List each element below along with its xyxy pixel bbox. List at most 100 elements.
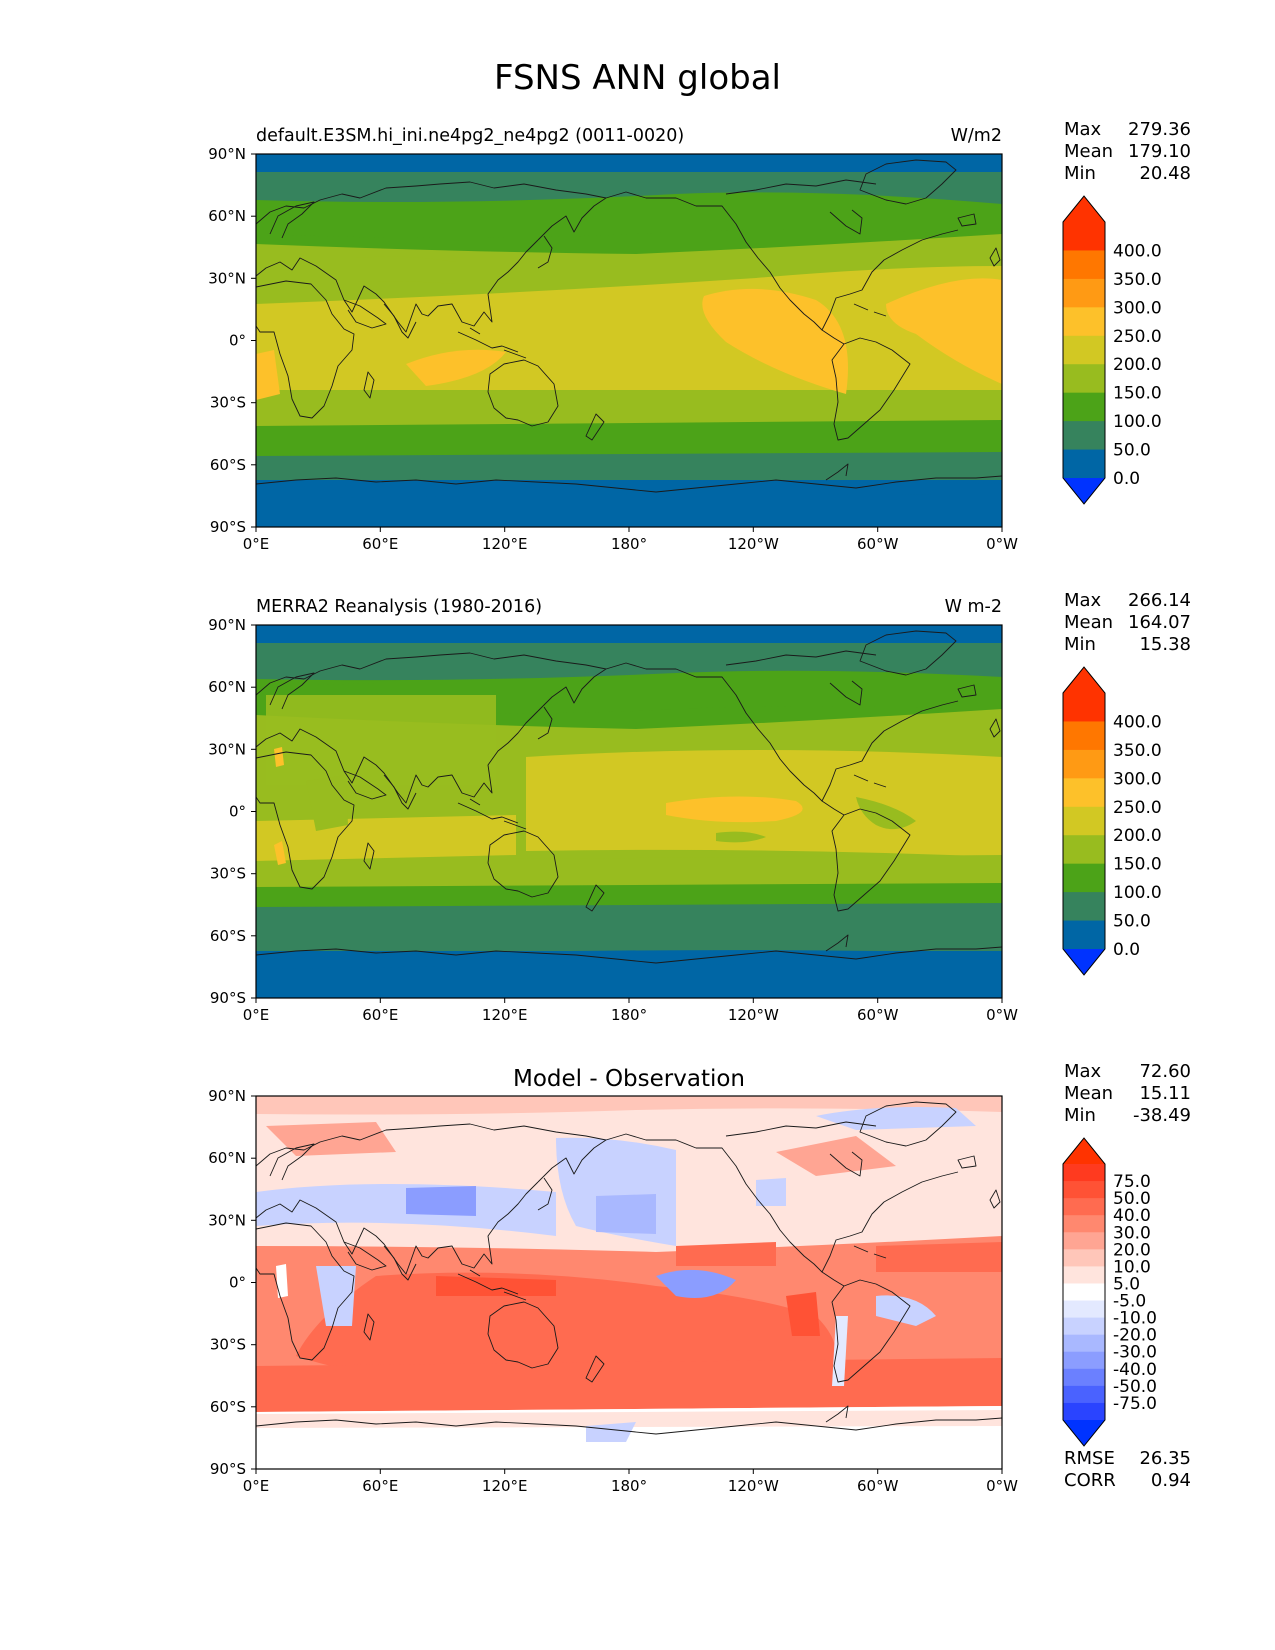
colorbar-swatch: [1063, 749, 1105, 779]
stat-value: 20.48: [1139, 163, 1191, 184]
colorbar-swatch: [1063, 1215, 1105, 1233]
lat-tick: 90°S: [210, 1460, 256, 1478]
stat-value: 15.11: [1139, 1083, 1191, 1104]
svg-text:90°N: 90°N: [208, 145, 246, 163]
svg-text:60°E: 60°E: [362, 1477, 398, 1495]
colorbar-swatch: [1063, 222, 1105, 251]
colorbar-tick-label: 250.0: [1113, 798, 1162, 818]
colorbar-tick-label: 150.0: [1113, 384, 1162, 404]
lon-tick: 0°E: [243, 527, 269, 553]
colorbar-test: 400.0 350.0 300.0 250.0 200.0 150.0 100.0 50.0 0…: [1062, 195, 1162, 505]
colorbar-tick-label: 50.0: [1113, 441, 1151, 461]
lon-tick: 120°E: [482, 998, 528, 1024]
colorbar-swatch: [1063, 307, 1105, 337]
colorbar-tick-label: -20.0: [1113, 1326, 1157, 1346]
colorbar-tick-label: 30.0: [1113, 1223, 1151, 1243]
stat-value: 266.14: [1128, 590, 1191, 611]
colorbar-tick-label: 200.0: [1113, 826, 1162, 846]
lat-axis: 90°N 60°N 30°N 0° 30°S 60°S 90°S: [208, 616, 256, 1007]
svg-text:60°S: 60°S: [210, 456, 246, 474]
svg-text:0°W: 0°W: [986, 1006, 1018, 1024]
svg-text:30°S: 30°S: [210, 1336, 246, 1354]
colorbar-swatch: [1063, 1283, 1105, 1302]
svg-text:30°N: 30°N: [208, 1211, 246, 1229]
lat-tick: 60°N: [208, 678, 256, 696]
lon-tick: 180°: [611, 527, 647, 553]
colorbar-swatch: [1063, 392, 1105, 422]
lon-tick: 120°E: [482, 527, 528, 553]
colorbar-swatch: [1063, 1385, 1105, 1404]
colorbar-tick-label: 300.0: [1113, 298, 1162, 318]
stats-reference: Max 266.14 Mean 164.07 Min 15.38: [1064, 590, 1191, 655]
colorbar-swatch: [1063, 778, 1105, 808]
lat-tick: 30°N: [208, 1211, 256, 1229]
panel-left-title: default.E3SM.hi_ini.ne4pg2_ne4pg2 (0011-…: [256, 126, 684, 146]
svg-text:60°S: 60°S: [210, 927, 246, 945]
panel-reference: MERRA2 Reanalysis (1980-2016) W m-2: [208, 597, 1018, 1024]
lat-axis: 90°N 60°N 30°N 0° 30°S 60°S 90°S: [208, 1087, 256, 1478]
stats-test: Max 279.36 Mean 179.10 Min 20.48: [1064, 119, 1191, 184]
colorbar-swatch: [1063, 1317, 1105, 1336]
lat-tick: 60°N: [208, 1149, 256, 1167]
colorbar-tick-label: -75.0: [1113, 1394, 1157, 1414]
colorbar-tick-label: -10.0: [1113, 1309, 1157, 1329]
lon-tick: 120°E: [482, 1469, 528, 1495]
colorbar-swatch: [1063, 1181, 1105, 1199]
svg-text:90°S: 90°S: [210, 518, 246, 536]
lon-tick: 180°: [611, 998, 647, 1024]
lon-tick: 180°: [611, 1469, 647, 1495]
lon-tick: 60°E: [362, 998, 398, 1024]
stat-label: Mean: [1064, 612, 1113, 633]
lon-tick: 60°W: [857, 998, 899, 1024]
lon-tick: 0°E: [243, 1469, 270, 1495]
colorbar-tick-label: 0.0: [1113, 940, 1140, 960]
lat-tick: 60°N: [208, 207, 256, 225]
colorbar-under-extend: [1063, 1420, 1105, 1446]
svg-text:0°: 0°: [229, 1274, 246, 1292]
svg-text:60°E: 60°E: [362, 535, 398, 553]
colorbar-swatch: [1063, 892, 1105, 922]
stat-value: 179.10: [1128, 141, 1191, 162]
colorbar-tick-label: 0.0: [1113, 469, 1140, 489]
lon-tick: 0°W: [986, 527, 1018, 553]
svg-text:30°S: 30°S: [210, 394, 246, 412]
colorbar-swatch: [1063, 1266, 1105, 1284]
svg-text:180°: 180°: [611, 1477, 647, 1495]
lat-tick: 90°N: [208, 616, 256, 634]
colorbar-over-extend: [1063, 1138, 1105, 1164]
colorbar-tick-label: 75.0: [1113, 1172, 1151, 1192]
colorbar-outline: [1062, 1137, 1106, 1447]
colorbar-swatch: [1063, 1351, 1105, 1370]
lat-tick: 0°: [229, 803, 256, 821]
colorbar-swatch: [1063, 1334, 1105, 1353]
colorbar-swatch: [1063, 1368, 1105, 1387]
svg-text:0°: 0°: [229, 803, 246, 821]
svg-text:120°W: 120°W: [728, 1006, 779, 1024]
lat-tick: 0°: [229, 332, 256, 350]
error-stats: RMSE 26.35 CORR 0.94: [1064, 1448, 1191, 1491]
colorbar-tick-label: 20.0: [1113, 1240, 1151, 1260]
rmse-label: RMSE: [1064, 1448, 1115, 1469]
lon-tick: 60°W: [857, 527, 899, 553]
lat-tick: 30°S: [210, 394, 256, 412]
lon-tick: 0°W: [986, 998, 1018, 1024]
stat-label: Max: [1064, 119, 1102, 140]
colorbar-swatch: [1063, 278, 1105, 308]
colorbar-outline: [1062, 195, 1106, 505]
corr-value: 0.94: [1151, 1470, 1191, 1491]
svg-text:60°W: 60°W: [857, 535, 899, 553]
map-field: [256, 625, 1002, 998]
svg-text:0°E: 0°E: [243, 1006, 270, 1024]
svg-text:120°W: 120°W: [728, 1477, 779, 1495]
colorbar-diff: 75.050.040.030.020.010.05.0-5.0-10.0-20.…: [1062, 1137, 1157, 1447]
colorbar-tick-label: 300.0: [1113, 769, 1162, 789]
colorbar-over-extend: [1063, 196, 1105, 222]
svg-text:60°N: 60°N: [208, 207, 246, 225]
stats-diff: Max 72.60 Mean 15.11 Min -38.49: [1064, 1061, 1191, 1126]
colorbar-swatch: [1063, 1300, 1105, 1319]
colorbar-swatch: [1063, 421, 1105, 451]
colorbar-swatch: [1063, 721, 1105, 751]
svg-text:0°E: 0°E: [243, 1477, 270, 1495]
svg-text:60°N: 60°N: [208, 1149, 246, 1167]
colorbar-tick-label: -5.0: [1113, 1292, 1146, 1312]
